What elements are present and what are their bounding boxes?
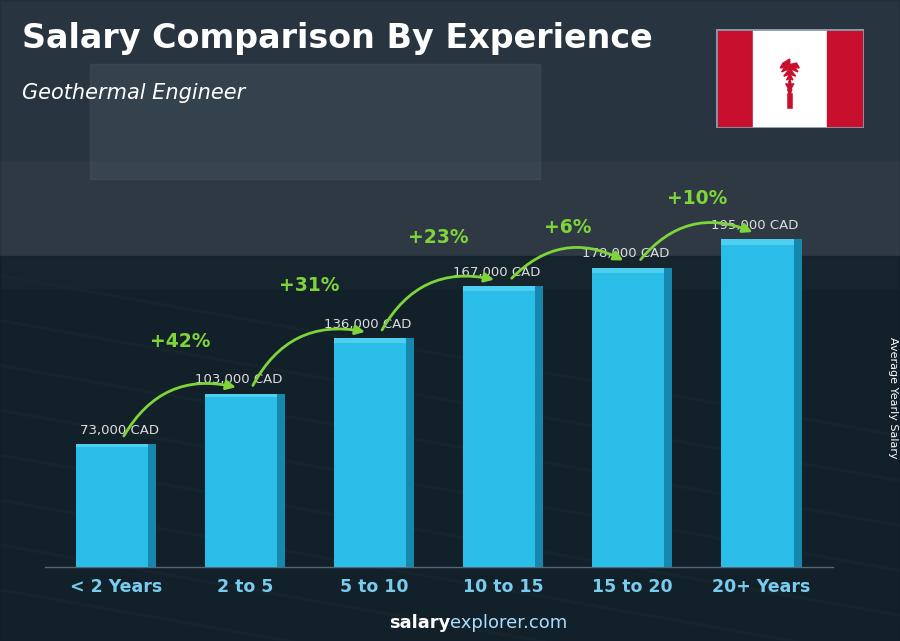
Bar bbox=[334, 338, 406, 567]
Bar bbox=[76, 444, 148, 447]
Text: 195,000 CAD: 195,000 CAD bbox=[711, 219, 798, 231]
Text: 178,000 CAD: 178,000 CAD bbox=[582, 247, 670, 260]
Text: explorer.com: explorer.com bbox=[450, 614, 567, 632]
Text: +42%: +42% bbox=[150, 332, 211, 351]
Bar bbox=[148, 444, 156, 567]
Bar bbox=[205, 394, 277, 397]
Bar bbox=[464, 287, 536, 567]
Bar bbox=[592, 268, 664, 567]
Text: Average Yearly Salary: Average Yearly Salary bbox=[887, 337, 898, 458]
Bar bbox=[722, 239, 794, 567]
Bar bbox=[664, 268, 672, 567]
Text: salary: salary bbox=[389, 614, 450, 632]
Polygon shape bbox=[780, 59, 799, 96]
Text: +23%: +23% bbox=[409, 228, 469, 247]
Bar bbox=[592, 268, 664, 273]
Bar bbox=[406, 338, 414, 567]
Text: Salary Comparison By Experience: Salary Comparison By Experience bbox=[22, 22, 653, 55]
Bar bbox=[0, 0, 900, 160]
Bar bbox=[76, 444, 148, 567]
Text: +31%: +31% bbox=[279, 276, 340, 296]
Text: 167,000 CAD: 167,000 CAD bbox=[454, 266, 541, 279]
Bar bbox=[90, 64, 540, 179]
Text: 103,000 CAD: 103,000 CAD bbox=[195, 374, 283, 387]
Bar bbox=[205, 394, 277, 567]
Text: +6%: +6% bbox=[544, 218, 591, 237]
Text: Geothermal Engineer: Geothermal Engineer bbox=[22, 83, 246, 103]
Bar bbox=[752, 29, 827, 128]
Bar bbox=[536, 287, 544, 567]
Bar bbox=[0, 0, 900, 288]
Bar bbox=[722, 239, 794, 245]
Bar bbox=[827, 29, 864, 128]
Bar bbox=[0, 256, 900, 641]
Bar bbox=[794, 239, 802, 567]
Bar bbox=[277, 394, 285, 567]
Bar bbox=[716, 29, 752, 128]
Text: 73,000 CAD: 73,000 CAD bbox=[80, 424, 159, 437]
Text: 136,000 CAD: 136,000 CAD bbox=[324, 318, 411, 331]
Text: +10%: +10% bbox=[667, 189, 727, 208]
Bar bbox=[334, 338, 406, 342]
Bar bbox=[464, 287, 536, 292]
